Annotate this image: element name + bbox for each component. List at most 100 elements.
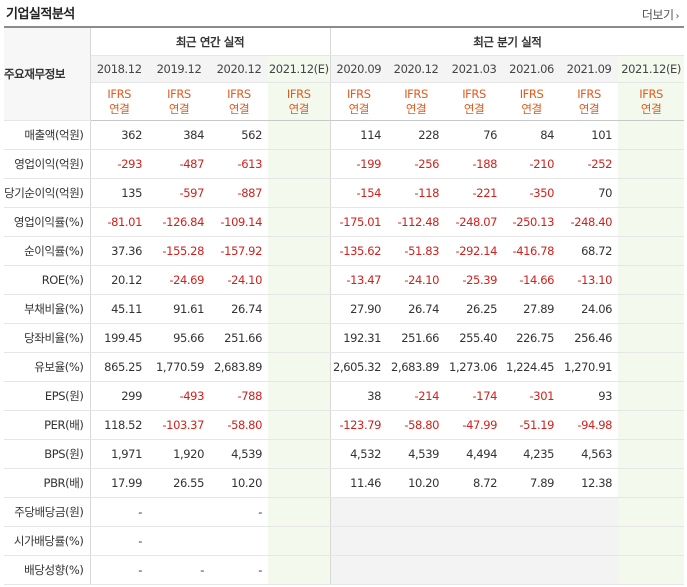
quarter-value-cell: 8.72 (445, 468, 504, 498)
ifrs-consolidated: 연결 (521, 101, 542, 116)
period-header-quarter: 2020.12 (387, 55, 446, 83)
quarter-value-cell: 255.40 (445, 323, 504, 353)
table-row: BPS(원) 1,971 1,920 4,539 4,532 4,539 4,494 4,23… (4, 439, 685, 469)
quarter-value-cell: -51.19 (503, 410, 561, 440)
quarter-value-cell: -14.66 (503, 265, 561, 295)
quarter-value-cell: 27.89 (503, 294, 561, 324)
row-label: 시가배당률(%) (4, 526, 91, 556)
quarter-value-cell: 38 (330, 381, 388, 411)
quarter-value-cell: -174 (445, 381, 504, 411)
ifrs-label: IFRS 연결 (560, 82, 619, 121)
period-header-annual: 2018.12 (90, 55, 148, 83)
quarter-value-cell (330, 555, 388, 585)
annual-value-cell: - (210, 555, 268, 585)
ifrs-consolidated: 연결 (348, 101, 370, 116)
ifrs-standard: IFRS (107, 86, 132, 101)
quarter-value-cell: -248.40 (560, 207, 619, 237)
quarter-value-cell: 84 (503, 120, 561, 150)
table-row: PBR(배) 17.99 26.55 10.20 11.46 10.20 8.72 7.89 1… (4, 468, 685, 498)
annual-value-cell: 95.66 (148, 323, 210, 353)
quarter-value-cell: -350 (503, 178, 561, 208)
more-link[interactable]: 더보기 › (641, 8, 680, 22)
ifrs-standard: IFRS (462, 86, 486, 101)
quarter-value-cell: 256.46 (560, 323, 619, 353)
quarter-value-cell (445, 497, 504, 527)
annual-value-cell (268, 555, 331, 585)
annual-value-cell: 26.74 (210, 294, 268, 324)
quarter-value-cell (618, 468, 685, 498)
quarter-value-cell: -47.99 (445, 410, 504, 440)
annual-value-cell: -157.92 (210, 236, 268, 266)
quarter-value-cell (618, 236, 685, 266)
ifrs-standard: IFRS (404, 86, 428, 101)
row-label: 배당성향(%) (4, 555, 91, 585)
table-row: 당기순이익(억원) 135 -597 -887 -154 -118 -221 -350 70 (4, 178, 685, 208)
annual-value-cell: - (148, 555, 210, 585)
quarter-value-cell: -214 (387, 381, 446, 411)
quarter-value-cell (618, 439, 685, 469)
ifrs-standard: IFRS (519, 86, 544, 101)
quarter-value-cell: -118 (387, 178, 446, 208)
quarter-value-cell: -51.83 (387, 236, 446, 266)
ifrs-label: IFRS 연결 (330, 82, 388, 121)
annual-value-cell: 362 (90, 120, 148, 150)
quarter-value-cell: 11.46 (330, 468, 388, 498)
quarter-value-cell (618, 178, 685, 208)
annual-value-cell (268, 323, 331, 353)
quarter-value-cell: 76 (445, 120, 504, 150)
quarter-value-cell: -13.10 (560, 265, 619, 295)
annual-value-cell: 1,920 (148, 439, 210, 469)
annual-value-cell: -887 (210, 178, 268, 208)
quarter-value-cell: -256 (387, 149, 446, 179)
quarter-value-cell: 7.89 (503, 468, 561, 498)
ifrs-label: IFRS 연결 (148, 82, 210, 121)
quarter-value-cell: 26.74 (387, 294, 446, 324)
quarter-value-cell (618, 526, 685, 556)
ifrs-standard: IFRS (577, 86, 601, 101)
period-header-quarter: 2021.09 (560, 55, 619, 83)
annual-value-cell (148, 526, 210, 556)
annual-value-cell: 1,770.59 (148, 352, 210, 382)
annual-value-cell (268, 439, 331, 469)
ifrs-consolidated: 연결 (168, 101, 190, 116)
quarter-value-cell (618, 120, 685, 150)
annual-value-cell: -597 (148, 178, 210, 208)
row-label: 부채비율(%) (4, 294, 91, 324)
annual-value-cell (268, 294, 331, 324)
quarter-value-cell: 24.06 (560, 294, 619, 324)
quarter-value-cell: 4,539 (387, 439, 446, 469)
ifrs-consolidated: 연결 (578, 101, 600, 116)
annual-value-cell: 135 (90, 178, 148, 208)
annual-value-cell (268, 178, 331, 208)
ifrs-consolidated: 연결 (109, 101, 130, 116)
annual-value-cell: -155.28 (148, 236, 210, 266)
annual-value-cell: 251.66 (210, 323, 268, 353)
ifrs-label: IFRS 연결 (445, 82, 504, 121)
annual-value-cell: 865.25 (90, 352, 148, 382)
period-header-annual: 2021.12(E) (268, 55, 331, 83)
ifrs-standard: IFRS (639, 86, 663, 101)
annual-value-cell: 299 (90, 381, 148, 411)
table-row: ROE(%) 20.12 -24.69 -24.10 -13.47 -24.10 -25.3… (4, 265, 685, 295)
table-row: 영업이익률(%) -81.01 -126.84 -109.14 -175.01 -112.… (4, 207, 685, 237)
quarter-value-cell: 26.25 (445, 294, 504, 324)
quarter-value-cell: -292.14 (445, 236, 504, 266)
ifrs-label: IFRS 연결 (387, 82, 446, 121)
quarter-value-cell (618, 381, 685, 411)
ifrs-consolidated: 연결 (288, 101, 310, 116)
quarter-value-cell (618, 294, 685, 324)
section-title: 기업실적분석 (6, 7, 75, 22)
period-header-quarter: 2021.12(E) (618, 55, 685, 83)
quarter-value-cell: 4,494 (445, 439, 504, 469)
annual-value-cell: 1,971 (90, 439, 148, 469)
annual-value-cell: -613 (210, 149, 268, 179)
quarter-value-cell: -58.80 (387, 410, 446, 440)
quarter-value-cell (503, 497, 561, 527)
annual-header: 최근 연간 실적 (90, 26, 331, 56)
quarter-value-cell (503, 555, 561, 585)
annual-value-cell: 26.55 (148, 468, 210, 498)
annual-value-cell: 562 (210, 120, 268, 150)
annual-value-cell: 384 (148, 120, 210, 150)
row-label: PER(배) (4, 410, 91, 440)
annual-value-cell: -487 (148, 149, 210, 179)
